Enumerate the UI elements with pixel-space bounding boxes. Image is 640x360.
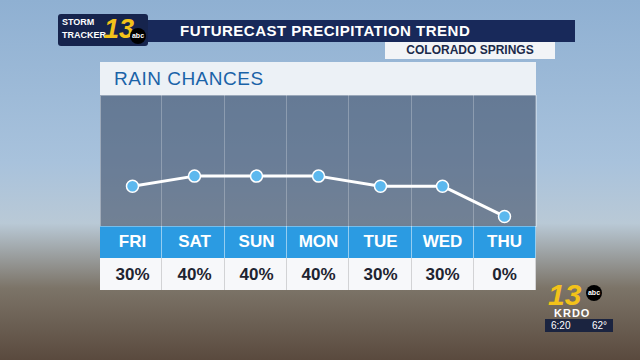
svg-text:SUN: SUN <box>239 232 275 251</box>
html-text:RAIN CHANCES: RAIN CHANCES <box>114 68 264 89</box>
html-text:KRDO: KRDO <box>554 307 591 319</box>
svg-text:WED: WED <box>423 232 463 251</box>
svg-text:SAT: SAT <box>178 232 211 251</box>
svg-text:40%: 40% <box>239 265 273 284</box>
svg-text:MON: MON <box>299 232 339 251</box>
html-text:13: 13 <box>548 278 582 311</box>
svg-text:FRI: FRI <box>119 232 146 251</box>
html-text:abc: abc <box>132 32 144 39</box>
html-text:abc: abc <box>588 289 600 296</box>
svg-text:40%: 40% <box>301 265 335 284</box>
html-text:COLORADO SPRINGS: COLORADO SPRINGS <box>406 43 534 57</box>
svg-text:TUE: TUE <box>364 232 398 251</box>
html-text:STORM: STORM <box>62 17 95 27</box>
svg-text:0%: 0% <box>492 265 517 284</box>
html-text:6:20: 6:20 <box>551 320 571 331</box>
svg-text:30%: 30% <box>363 265 397 284</box>
svg-text:30%: 30% <box>425 265 459 284</box>
svg-text:40%: 40% <box>177 265 211 284</box>
svg-text:30%: 30% <box>115 265 149 284</box>
svg-text:THU: THU <box>487 232 522 251</box>
html-text:13: 13 <box>104 14 134 44</box>
html-text:TRACKER: TRACKER <box>62 30 106 40</box>
html-text:62°: 62° <box>591 320 607 331</box>
html-text:FUTURECAST PRECIPITATION TREND: FUTURECAST PRECIPITATION TREND <box>180 22 471 39</box>
